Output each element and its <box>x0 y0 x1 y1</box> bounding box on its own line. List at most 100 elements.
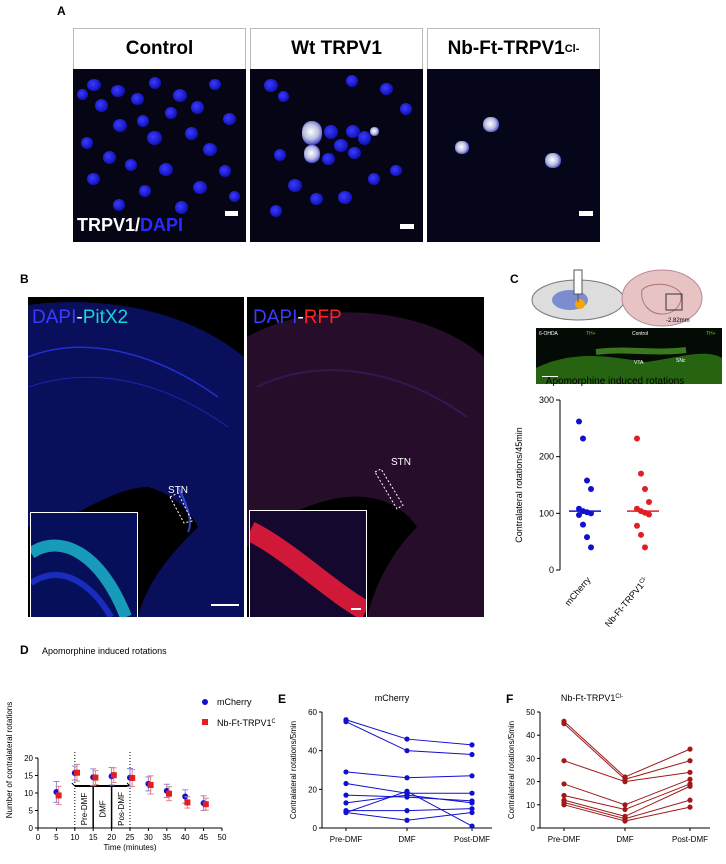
data-point <box>55 792 62 799</box>
data-point <box>687 804 693 810</box>
data-point <box>469 742 475 748</box>
vta-label: VTA <box>634 360 644 366</box>
y-tick-label: 10 <box>526 801 535 810</box>
data-point <box>622 806 628 813</box>
x-tick-label: 40 <box>181 833 190 842</box>
data-point <box>92 774 99 781</box>
data-point <box>404 775 410 781</box>
data-point <box>469 790 475 796</box>
scale-bar <box>579 211 593 216</box>
data-point <box>642 485 648 492</box>
data-point <box>580 435 586 442</box>
data-point <box>576 512 582 519</box>
phase-label: Pre-DMF <box>80 793 89 826</box>
brain-section-rfp: DAPI-RFP STN <box>247 297 484 617</box>
chart-e: mCherry 0 20 40 60 Pre-DMF DMF Post-DMF Contrala… <box>289 693 492 844</box>
data-point <box>687 769 693 775</box>
data-point <box>622 818 628 824</box>
header-nb-ft-trpv1: Nb-Ft-TRPV1 Cl- <box>427 28 600 69</box>
scale-bar <box>351 608 361 610</box>
micrograph-control: TRPV1/DAPI <box>73 69 246 242</box>
data-point <box>561 721 567 727</box>
data-point <box>646 499 652 505</box>
stain-label-rfp: DAPI-RFP <box>253 307 342 328</box>
data-point <box>588 544 594 551</box>
x-tick-label: mCherry <box>563 574 593 607</box>
x-tick-label: Pre-DMF <box>548 835 581 844</box>
data-point <box>404 788 410 794</box>
x-tick-label: Post-DMF <box>454 835 490 844</box>
data-point <box>561 758 567 764</box>
x-tick-label: 0 <box>36 833 41 842</box>
data-point <box>404 792 410 798</box>
y-tick-label: 20 <box>308 785 317 794</box>
y-tick-label: 0 <box>29 824 34 833</box>
y-tick-label: 30 <box>526 754 535 763</box>
data-point <box>469 809 475 816</box>
panel-label-a: A <box>57 4 66 18</box>
micrograph-nb-ft-trpv1 <box>427 69 600 242</box>
chart-title: Nb-Ft-TRPV1Cl- <box>561 693 623 703</box>
stain-label-pitx2: DAPI-PitX2 <box>32 307 129 328</box>
panel-label-c: C <box>510 272 519 286</box>
data-point <box>584 534 590 541</box>
data-point <box>129 774 136 781</box>
y-axis-label: Contralateral rotations/5min <box>289 721 298 819</box>
data-point <box>638 531 644 538</box>
y-tick-label: 40 <box>308 747 317 756</box>
chart-d: Apomorphine induced rotations 0 5 10 15 20 0 5 1… <box>5 646 275 852</box>
data-point <box>404 748 410 754</box>
x-tick-label: 45 <box>199 833 208 842</box>
data-point <box>469 800 475 806</box>
x-tick-label: 15 <box>89 833 98 842</box>
y-tick-label: 5 <box>29 807 34 816</box>
snc-label: SNc <box>676 358 686 364</box>
data-point <box>343 809 349 816</box>
histology-th-image: 6-OHDA TH+ Control TH+ VTA SNc <box>536 328 722 384</box>
data-point <box>584 477 590 484</box>
depth-label: -2.82mm <box>666 318 690 324</box>
data-point <box>343 769 349 775</box>
y-tick-label: 40 <box>526 731 535 740</box>
data-point <box>687 746 693 752</box>
stn-label: STN <box>391 457 411 468</box>
x-tick-label: 10 <box>70 833 79 842</box>
data-point <box>642 544 648 551</box>
y-tick-label: 100 <box>539 508 554 518</box>
y-tick-label: 60 <box>308 708 317 717</box>
panel-label-f: F <box>506 692 514 706</box>
x-axis-label: Time (minutes) <box>103 843 156 852</box>
data-point <box>588 510 594 517</box>
data-point <box>634 522 640 529</box>
scale-bar <box>542 376 558 377</box>
series-line <box>563 720 691 778</box>
data-point <box>404 817 410 823</box>
data-point <box>580 521 586 528</box>
x-tick-label: Pre-DMF <box>330 835 363 844</box>
injection-schematic: -2.82mm <box>530 268 715 328</box>
data-point <box>561 781 567 787</box>
x-tick-label: Post-DMF <box>672 835 708 844</box>
header-wt-trpv1: Wt TRPV1 <box>250 28 423 69</box>
y-tick-label: 0 <box>531 824 536 833</box>
panel-label-e: E <box>278 692 287 706</box>
phase-label: DMF <box>98 800 107 817</box>
legend-label: Nb-Ft-TRPV1Cl- <box>217 718 275 728</box>
chart-title: Apomorphine induced rotations <box>42 646 167 656</box>
data-point <box>687 758 693 764</box>
y-tick-label: 20 <box>526 778 535 787</box>
data-point <box>687 783 693 789</box>
data-point <box>469 773 475 779</box>
inset-pitx2 <box>30 512 138 617</box>
data-point <box>404 808 410 814</box>
data-point <box>687 776 693 782</box>
x-tick-label: DMF <box>398 835 415 844</box>
x-tick-label: Nb-Ft-TRPV1Cl- <box>603 575 651 629</box>
y-axis-label: Contralateral rotations/5min <box>507 721 516 819</box>
data-point <box>588 485 594 492</box>
scale-bar <box>225 211 238 216</box>
y-tick-label: 0 <box>549 565 554 575</box>
x-tick-label: 25 <box>126 833 135 842</box>
data-point <box>184 799 191 806</box>
histo-th-left: TH+ <box>586 331 596 337</box>
